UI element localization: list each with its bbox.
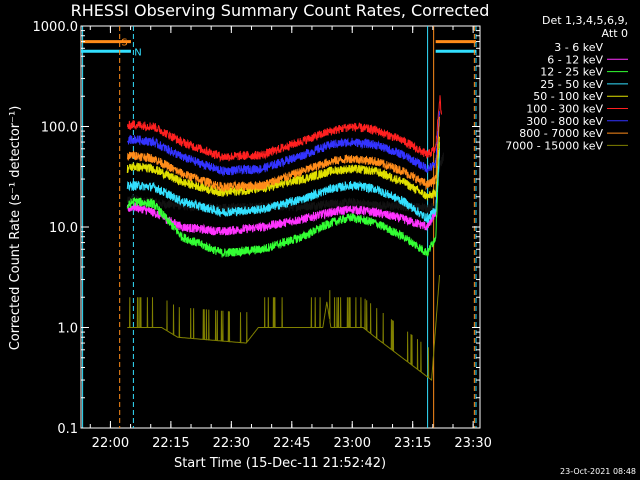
legend-label: 7000 - 15000 keV — [505, 139, 603, 152]
axes: 22:00 22:15 22:30 22:45 23:00 23:15 23:30 0.1 1.… — [33, 20, 492, 451]
series-line — [127, 274, 440, 381]
legend-label: 12 - 25 keV — [540, 66, 603, 79]
timestamp-footer: 23-Oct-2021 08:48 — [560, 467, 636, 476]
x-tick-label: 22:30 — [213, 436, 250, 451]
x-tick-label: 22:00 — [92, 436, 129, 451]
legend-label: 3 - 6 keV — [554, 41, 603, 54]
y-tick-label: 10.0 — [49, 221, 78, 236]
observing-flags: SN — [81, 38, 476, 58]
y-tick-label: 1.0 — [57, 322, 78, 337]
x-tick-label: 22:15 — [152, 436, 189, 451]
legend-label: 50 - 100 keV — [533, 90, 603, 103]
x-tick-label: 23:00 — [334, 436, 371, 451]
legend-label: 100 - 300 keV — [526, 103, 603, 116]
flag-label-n: N — [134, 47, 141, 58]
x-tick-label: 23:15 — [394, 436, 431, 451]
y-tick-label: 100.0 — [41, 121, 78, 136]
x-axis-label: Start Time (15-Dec-11 21:52:42) — [174, 456, 386, 471]
y-axis-label: Corrected Count Rate (s⁻¹ detector⁻¹) — [8, 106, 23, 351]
series-line — [126, 142, 440, 258]
legend-label: 6 - 12 keV — [547, 53, 603, 66]
legend-label: 800 - 7000 keV — [519, 127, 603, 140]
series-line — [126, 95, 442, 163]
series-line — [126, 116, 440, 192]
series-line — [126, 152, 445, 214]
y-tick-label: 1000.0 — [33, 20, 79, 35]
legend-header-line-2: Att 0 — [602, 27, 628, 40]
legend-label: 25 - 50 keV — [540, 78, 603, 91]
y-tick-label: 0.1 — [57, 422, 78, 437]
series-line — [127, 111, 440, 177]
x-tick-label: 22:45 — [273, 436, 310, 451]
series-line — [126, 148, 440, 223]
series-line — [126, 152, 440, 236]
x-tick-label: 23:30 — [454, 436, 491, 451]
series-line — [126, 136, 440, 201]
legend-header-line-1: Det 1,3,4,5,6,9, — [542, 14, 628, 27]
chart-title: RHESSI Observing Summary Count Rates, Co… — [71, 1, 490, 20]
legend-label: 300 - 800 keV — [526, 115, 603, 128]
flag-label-s: S — [121, 38, 127, 49]
series-lines — [126, 95, 445, 381]
